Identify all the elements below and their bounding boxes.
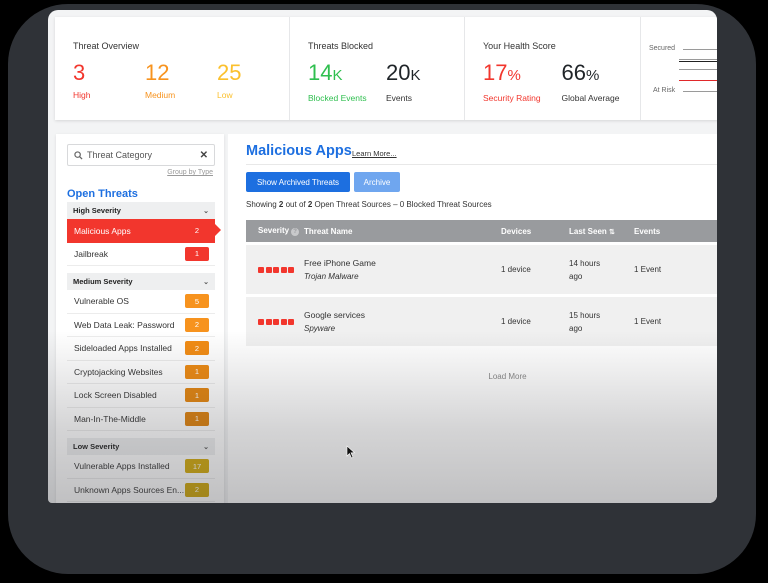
at-risk-line	[683, 91, 717, 92]
table-row[interactable]: Free iPhone Game Trojan Malware 1 device…	[246, 245, 717, 294]
stat-events: 20K Events	[386, 60, 421, 104]
chevron-down-icon: ⌄	[203, 443, 209, 451]
stat-global-average: 66% Global Average	[561, 60, 620, 104]
threat-name: Google services	[304, 310, 365, 320]
security-rating-line	[679, 80, 717, 81]
count-badge: 2	[185, 317, 209, 332]
threat-name: Free iPhone Game	[304, 258, 376, 268]
threat-category-search[interactable]: Threat Category ✕	[67, 144, 215, 166]
sidebar-item-malicious-apps[interactable]: Malicious Apps 2	[67, 219, 221, 243]
low-severity-header[interactable]: Low Severity ⌄	[67, 438, 215, 455]
severity-indicator	[258, 318, 304, 325]
count-badge: 1	[185, 246, 209, 261]
severity-list: High Severity ⌄ Malicious Apps 2 Jailbre…	[67, 202, 221, 503]
archive-button[interactable]: Archive	[354, 172, 400, 192]
secured-line	[683, 49, 717, 50]
count-badge: 2	[185, 482, 209, 497]
search-placeholder: Threat Category	[87, 150, 153, 160]
last-seen: 14 hours ago	[569, 258, 601, 281]
load-more-button[interactable]: Load More	[488, 372, 527, 381]
stat-high[interactable]: 3 High	[73, 60, 91, 101]
learn-more-link[interactable]: Learn More...	[352, 149, 397, 158]
devices-count: 1 device	[501, 265, 531, 274]
stat-medium[interactable]: 12 Medium	[145, 60, 176, 101]
sidebar-item-man-in-the-middle[interactable]: Man-In-The-Middle 1	[67, 407, 215, 431]
main-content: Malicious Apps Learn More... Show Archiv…	[228, 134, 717, 503]
low-severity-group: Low Severity ⌄ Vulnerable Apps Installed…	[67, 438, 215, 502]
chevron-down-icon: ⌄	[203, 278, 209, 286]
table-header: Severity? Threat Name Devices Last Seen …	[246, 220, 717, 242]
sidebar-item-cryptojacking[interactable]: Cryptojacking Websites 1	[67, 360, 215, 384]
last-seen: 15 hours ago	[569, 310, 601, 333]
at-risk-label: At Risk	[653, 87, 676, 94]
threat-sidebar: Threat Category ✕ Group by Type Open Thr…	[56, 134, 224, 503]
col-devices[interactable]: Devices	[501, 226, 532, 236]
count-badge: 1	[185, 364, 209, 379]
count-badge: 17	[185, 459, 209, 474]
count-badge: 2	[185, 341, 209, 356]
sidebar-item-unknown-app-sources[interactable]: Unknown Apps Sources En... 2	[67, 478, 215, 502]
showing-summary: Showing 2 out of 2 Open Threat Sources –…	[246, 200, 492, 209]
events-count: 1 Event	[634, 317, 662, 326]
title-divider	[246, 164, 717, 165]
stat-blocked-events: 14K Blocked Events	[308, 60, 367, 104]
devices-count: 1 device	[501, 317, 531, 326]
show-archived-threats-button[interactable]: Show Archived Threats	[246, 172, 350, 192]
health-score-panel: Your Health Score 17% Security Rating 66…	[465, 17, 641, 120]
health-score-title: Your Health Score	[483, 41, 556, 51]
threat-overview-panel: Threat Overview 3 High 12 Medium 25 Low	[55, 17, 290, 120]
group-by-type-link[interactable]: Group by Type	[167, 169, 213, 176]
sidebar-item-vulnerable-os[interactable]: Vulnerable OS 5	[67, 290, 215, 314]
sidebar-item-web-data-leak[interactable]: Web Data Leak: Password 2	[67, 313, 215, 337]
help-icon[interactable]: ?	[291, 228, 300, 236]
threat-overview-title: Threat Overview	[73, 41, 140, 51]
stat-security-rating: 17% Security Rating	[483, 60, 541, 104]
sidebar-item-jailbreak[interactable]: Jailbreak 1	[67, 242, 215, 266]
medium-severity-header[interactable]: Medium Severity ⌄	[67, 273, 215, 290]
sidebar-item-vulnerable-apps[interactable]: Vulnerable Apps Installed 17	[67, 455, 215, 479]
global-average-line	[679, 61, 717, 62]
medium-severity-group: Medium Severity ⌄ Vulnerable OS 5 Web Da…	[67, 273, 215, 431]
mouse-cursor-icon	[346, 445, 356, 459]
sidebar-item-sideloaded-apps[interactable]: Sideloaded Apps Installed 2	[67, 337, 215, 361]
high-severity-group: High Severity ⌄ Malicious Apps 2 Jailbre…	[67, 202, 221, 266]
col-events[interactable]: Events	[634, 226, 661, 236]
events-count: 1 Event	[634, 265, 662, 274]
threat-type: Spyware	[304, 324, 336, 333]
count-badge: 1	[185, 411, 209, 426]
clear-search-icon[interactable]: ✕	[199, 149, 208, 161]
threat-type: Trojan Malware	[304, 272, 359, 281]
col-last-seen[interactable]: Last Seen ⇅	[569, 226, 615, 236]
count-badge: 2	[194, 226, 200, 236]
health-chart: Secured At Risk	[641, 17, 717, 120]
count-badge: 5	[185, 294, 209, 309]
page-title: Malicious Apps	[246, 143, 352, 159]
severity-indicator	[258, 266, 304, 273]
table-row[interactable]: Google services Spyware 1 device 15 hour…	[246, 297, 717, 346]
threats-blocked-title: Threats Blocked	[308, 41, 374, 51]
stats-card: Threat Overview 3 High 12 Medium 25 Low …	[55, 17, 717, 120]
col-severity[interactable]: Severity?	[246, 226, 304, 236]
secured-label: Secured	[649, 45, 676, 52]
sidebar-item-lock-screen[interactable]: Lock Screen Disabled 1	[67, 384, 215, 408]
threats-blocked-panel: Threats Blocked 14K Blocked Events 20K E…	[290, 17, 465, 120]
app-screen: Threat Overview 3 High 12 Medium 2 5 Low …	[48, 10, 717, 503]
stat-low[interactable]: 25 Low	[217, 60, 242, 101]
search-icon	[74, 150, 83, 160]
col-threat-name[interactable]: Threat Name	[304, 226, 353, 236]
sort-icon[interactable]: ⇅	[609, 228, 615, 236]
count-badge: 1	[185, 388, 209, 403]
chevron-down-icon: ⌄	[203, 207, 209, 215]
high-severity-header[interactable]: High Severity ⌄	[67, 202, 215, 219]
open-threats-heading: Open Threats	[67, 188, 138, 200]
threats-table: Severity? Threat Name Devices Last Seen …	[246, 220, 717, 346]
